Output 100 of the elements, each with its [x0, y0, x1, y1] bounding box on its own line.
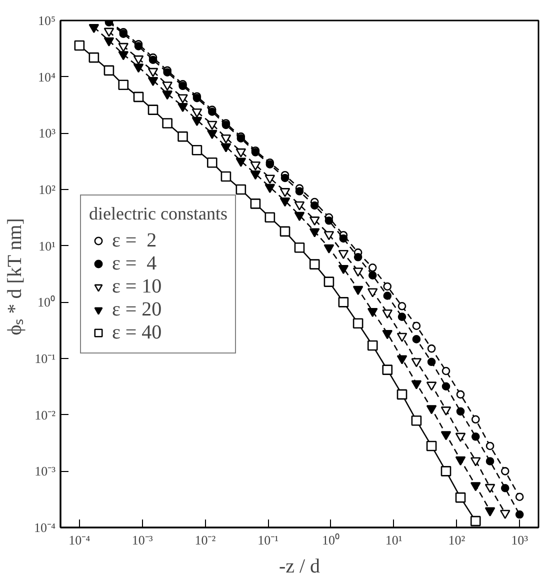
point: [178, 94, 188, 104]
point: [133, 92, 144, 102]
point: [440, 466, 452, 476]
legend-label: ε = 2: [112, 229, 157, 252]
point: [74, 40, 85, 51]
point: [309, 259, 320, 270]
point: [484, 484, 496, 494]
point: [220, 134, 232, 144]
point: [192, 144, 202, 156]
point: [250, 198, 261, 209]
point: [354, 252, 362, 262]
point: [471, 415, 480, 424]
point: [118, 51, 129, 60]
point: [442, 366, 450, 376]
point: [515, 510, 524, 519]
point: [411, 415, 422, 426]
point: [309, 228, 320, 238]
point: [192, 108, 202, 118]
x-tick-label: 10³: [511, 532, 528, 548]
point: [310, 201, 319, 210]
point: [339, 234, 348, 243]
y-tick-label: 10⁵: [38, 13, 56, 28]
point: [133, 55, 144, 65]
legend-label: ε = 10: [112, 275, 162, 298]
point: [250, 170, 261, 180]
point: [338, 265, 349, 274]
point: [470, 516, 481, 526]
point: [118, 80, 129, 90]
point: [426, 405, 437, 414]
point: [338, 250, 349, 260]
point: [104, 65, 114, 76]
point: [294, 242, 305, 253]
point: [471, 432, 480, 441]
legend-label: ε = 4: [112, 252, 157, 275]
point: [264, 184, 276, 194]
point: [178, 103, 188, 112]
point: [88, 52, 100, 63]
point: [220, 143, 232, 152]
point: [515, 492, 524, 501]
point: [324, 231, 334, 240]
point: [324, 276, 334, 287]
point: [398, 312, 406, 321]
point: [486, 457, 494, 466]
point: [352, 318, 364, 329]
point: [236, 184, 246, 195]
point: [295, 187, 304, 196]
x-tick-label: 10²: [448, 532, 466, 548]
point: [324, 244, 334, 254]
point: [367, 308, 378, 318]
point: [484, 507, 496, 516]
x-tick-label: 10⁻²: [194, 532, 216, 548]
point: [396, 355, 408, 364]
point: [352, 268, 364, 277]
x-tick-label: 10⁻³: [132, 532, 153, 548]
y-tick-label: 10⁰: [38, 294, 56, 310]
point: [220, 171, 232, 182]
point: [426, 440, 437, 452]
point: [411, 358, 422, 368]
y-tick-label: 10⁻³: [34, 464, 56, 479]
point: [104, 37, 114, 46]
point: [338, 297, 349, 308]
point: [148, 56, 158, 64]
point: [440, 431, 452, 440]
point: [455, 492, 466, 503]
point: [294, 201, 305, 210]
point: [367, 340, 378, 351]
y-tick-label: 10⁻²: [34, 407, 56, 422]
point: [470, 482, 481, 492]
point: [206, 120, 218, 130]
point: [162, 90, 172, 100]
legend-label: ε = 20: [112, 298, 162, 321]
point: [280, 226, 290, 237]
y-tick-label: 10⁻¹: [34, 351, 56, 366]
point: [236, 158, 246, 167]
point: [440, 406, 452, 416]
point: [382, 309, 393, 319]
point: [250, 162, 261, 171]
point: [426, 382, 437, 391]
x-tick-label: 10¹: [385, 532, 402, 548]
x-tick-label: 10⁻⁴: [68, 532, 91, 548]
point: [367, 288, 378, 298]
legend-label: ε = 40: [112, 321, 162, 344]
point: [294, 212, 305, 222]
point: [500, 484, 510, 492]
y-tick-label: 10²: [38, 182, 56, 197]
point: [470, 457, 481, 466]
point: [162, 118, 172, 128]
point: [427, 344, 436, 353]
x-tick-label: 10⁰: [322, 532, 340, 548]
y-tick-label: 10¹: [38, 238, 56, 254]
point: [280, 188, 290, 198]
point: [206, 157, 218, 168]
point: [118, 42, 129, 52]
point: [398, 302, 406, 310]
point: [442, 382, 450, 391]
y-axis-title: ϕₛ * d [kT nm]: [4, 218, 26, 336]
point: [412, 335, 421, 344]
point: [396, 332, 408, 342]
point: [148, 76, 158, 86]
point: [455, 456, 466, 466]
